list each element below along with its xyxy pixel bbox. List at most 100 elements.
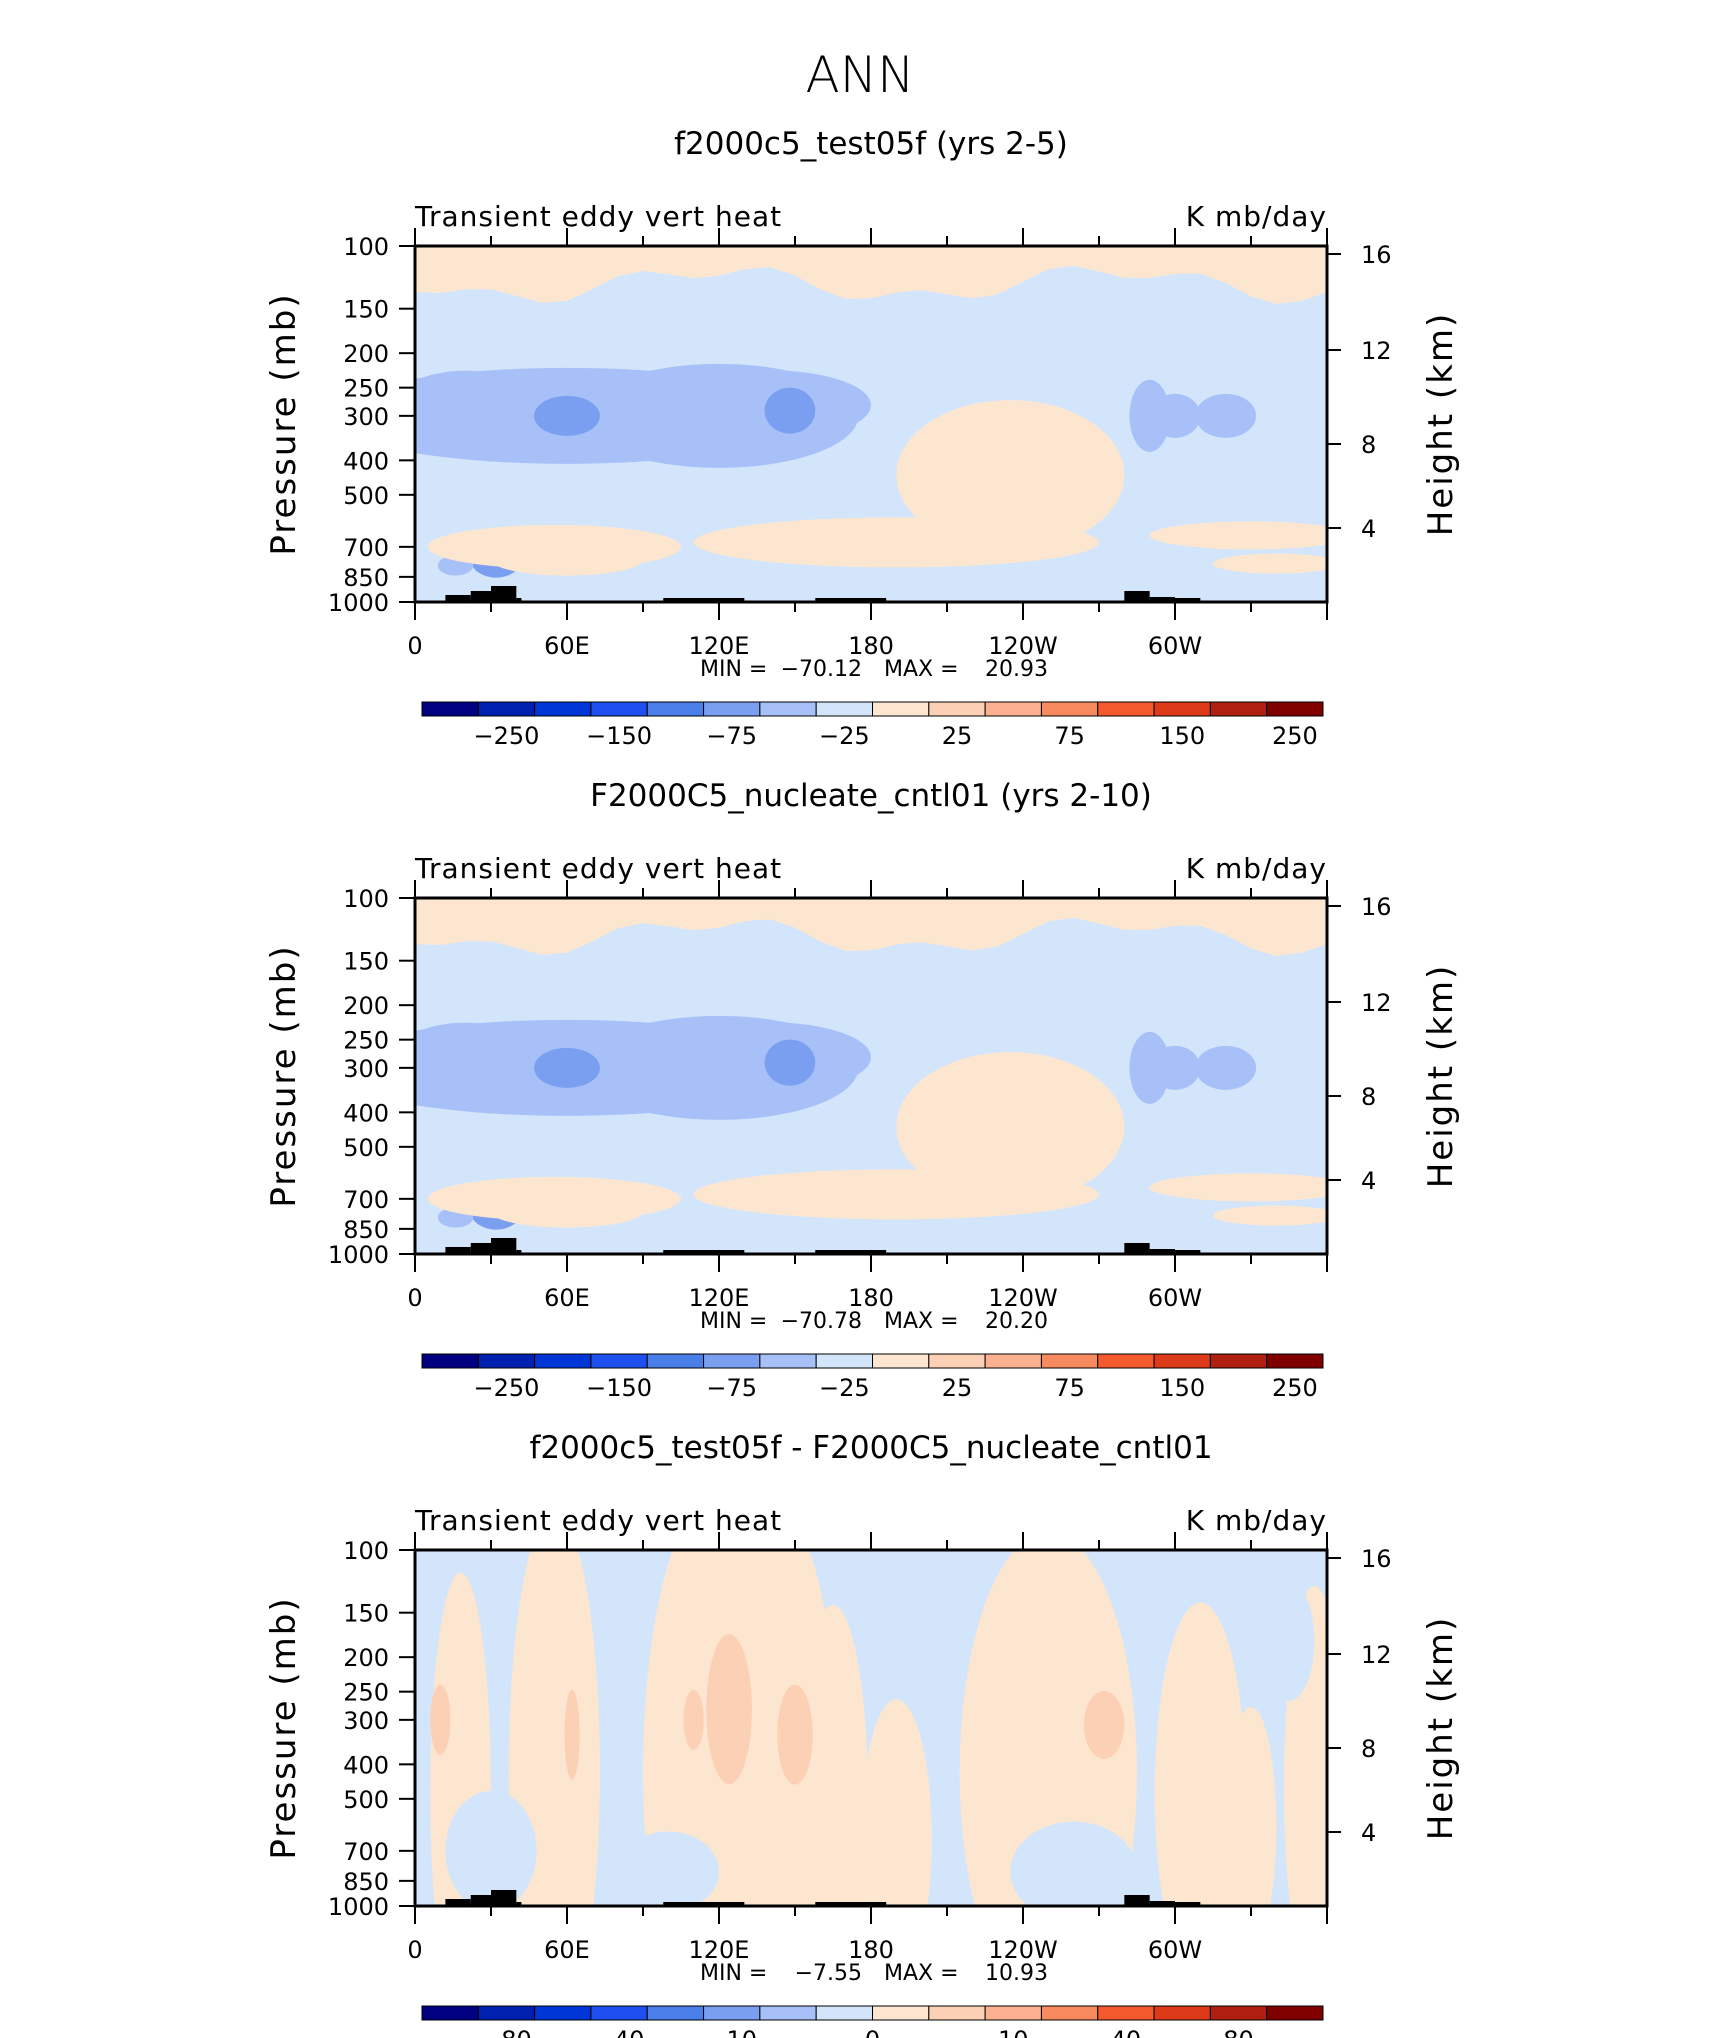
y-tick-label: 700 bbox=[343, 1838, 389, 1866]
colorbar-label: −75 bbox=[706, 1374, 757, 1402]
min-label: MIN = bbox=[700, 1961, 767, 1986]
topography bbox=[470, 1243, 491, 1254]
colorbar-box bbox=[534, 2005, 592, 2021]
colorbar-box bbox=[1040, 2005, 1099, 2021]
topography bbox=[1149, 1249, 1175, 1254]
min-value: −7.55 bbox=[795, 1961, 862, 1986]
contour-region bbox=[508, 1550, 600, 1906]
contour-field bbox=[415, 1550, 1327, 1906]
max-value: 20.20 bbox=[985, 1309, 1048, 1334]
contour-region bbox=[415, 1022, 542, 1103]
y-axis-label: Pressure (mb) bbox=[264, 1596, 304, 1859]
colorbar-box bbox=[703, 2005, 761, 2021]
y2-tick-label: 4 bbox=[1361, 515, 1376, 543]
max-label: MAX = bbox=[884, 657, 959, 682]
y-tick-label: 500 bbox=[343, 482, 389, 510]
positive-band bbox=[415, 246, 1327, 304]
y-tick-label: 300 bbox=[343, 1707, 389, 1735]
y2-tick-label: 8 bbox=[1361, 1083, 1376, 1111]
contour-field bbox=[415, 246, 1327, 602]
contour-region bbox=[693, 1169, 1099, 1220]
colorbar-box bbox=[928, 1353, 986, 1369]
colorbar-box bbox=[477, 2005, 536, 2021]
contour-region bbox=[959, 1550, 1137, 1906]
colorbar-box bbox=[421, 2005, 479, 2021]
y2-axis-label: Height (km) bbox=[1421, 1616, 1461, 1841]
y-tick-label: 300 bbox=[343, 1055, 389, 1083]
y-tick-label: 400 bbox=[343, 447, 389, 475]
contour-region bbox=[683, 1689, 704, 1750]
topography bbox=[815, 1902, 887, 1906]
colorbar-label: 75 bbox=[1054, 1374, 1085, 1402]
colorbar-box bbox=[759, 1353, 817, 1369]
colorbar-label: −150 bbox=[586, 1374, 652, 1402]
contour-region bbox=[1149, 521, 1327, 550]
colorbar-box bbox=[1266, 1353, 1324, 1369]
colorbar-box bbox=[1209, 701, 1268, 717]
colorbar-box bbox=[1040, 701, 1099, 717]
colorbar-box bbox=[703, 701, 761, 717]
colorbar-label: 150 bbox=[1159, 722, 1205, 750]
colorbar-label: −25 bbox=[819, 1374, 870, 1402]
x-tick-label: 120E bbox=[689, 632, 750, 660]
y-tick-label: 500 bbox=[343, 1134, 389, 1162]
colorbar-label: −250 bbox=[474, 722, 540, 750]
min-label: MIN = bbox=[700, 1309, 767, 1334]
topography bbox=[445, 1247, 471, 1254]
topography bbox=[663, 598, 745, 602]
colorbar-box bbox=[477, 701, 536, 717]
x-tick-label: 60E bbox=[544, 1284, 590, 1312]
contour-region bbox=[1149, 1045, 1201, 1090]
colorbar-box bbox=[1097, 701, 1155, 717]
colorbar-label: −40 bbox=[594, 2026, 645, 2038]
y-tick-label: 200 bbox=[343, 1644, 389, 1672]
contour-region bbox=[1129, 379, 1170, 452]
panel-2: F2000C5_nucleate_cntl01 (yrs 2-10) Transi… bbox=[264, 778, 1461, 1402]
y-tick-label: 1000 bbox=[328, 1893, 389, 1921]
colorbar-box bbox=[928, 701, 986, 717]
contour-region bbox=[1195, 1045, 1257, 1090]
colorbar-label: 25 bbox=[942, 1374, 973, 1402]
units-label: K mb/day bbox=[1186, 1504, 1327, 1537]
colorbar-box bbox=[1266, 2005, 1324, 2021]
positive-band bbox=[415, 898, 1327, 956]
x-tick-label: 60E bbox=[544, 1936, 590, 1964]
colorbar-box bbox=[872, 2005, 930, 2021]
contour-field bbox=[415, 898, 1327, 1254]
y-tick-label: 150 bbox=[343, 296, 389, 324]
y-tick-label: 700 bbox=[343, 1186, 389, 1214]
y-tick-label: 200 bbox=[343, 992, 389, 1020]
y-tick-label: 200 bbox=[343, 340, 389, 368]
figure-title: ANN bbox=[805, 46, 914, 104]
colorbar-box bbox=[1153, 701, 1211, 717]
panel-3: f2000c5_test05f - F2000C5_nucleate_cntl0… bbox=[264, 1430, 1461, 2038]
colorbar-label: −25 bbox=[819, 722, 870, 750]
colorbar-box bbox=[646, 2005, 705, 2021]
colorbar-label: 10 bbox=[998, 2026, 1029, 2038]
x-tick-label: 60W bbox=[1148, 1284, 1202, 1312]
topography bbox=[516, 1902, 522, 1906]
colorbar-box bbox=[984, 2005, 1042, 2021]
colorbar-box bbox=[1209, 2005, 1268, 2021]
colorbar-box bbox=[421, 701, 479, 717]
topography bbox=[1149, 1901, 1175, 1906]
y-tick-label: 1000 bbox=[328, 1241, 389, 1269]
y2-tick-label: 16 bbox=[1361, 1545, 1392, 1573]
colorbar-box bbox=[815, 2005, 873, 2021]
y2-tick-label: 16 bbox=[1361, 241, 1392, 269]
contour-region bbox=[896, 1052, 1125, 1203]
colorbar-label: −75 bbox=[706, 722, 757, 750]
contour-region bbox=[1225, 1707, 1277, 1906]
colorbar-box bbox=[815, 701, 873, 717]
colorbar-box bbox=[984, 1353, 1042, 1369]
field-label: Transient eddy vert heat bbox=[414, 852, 782, 885]
panels: f2000c5_test05f (yrs 2-5) Transient eddy … bbox=[264, 126, 1461, 2038]
colorbar-label: 40 bbox=[1111, 2026, 1142, 2038]
units-label: K mb/day bbox=[1186, 852, 1327, 885]
contour-region bbox=[693, 517, 1099, 568]
colorbar-box bbox=[984, 701, 1042, 717]
topography bbox=[491, 1238, 517, 1254]
y-tick-label: 250 bbox=[343, 1679, 389, 1707]
field-label: Transient eddy vert heat bbox=[414, 200, 782, 233]
y2-tick-label: 12 bbox=[1361, 989, 1392, 1017]
